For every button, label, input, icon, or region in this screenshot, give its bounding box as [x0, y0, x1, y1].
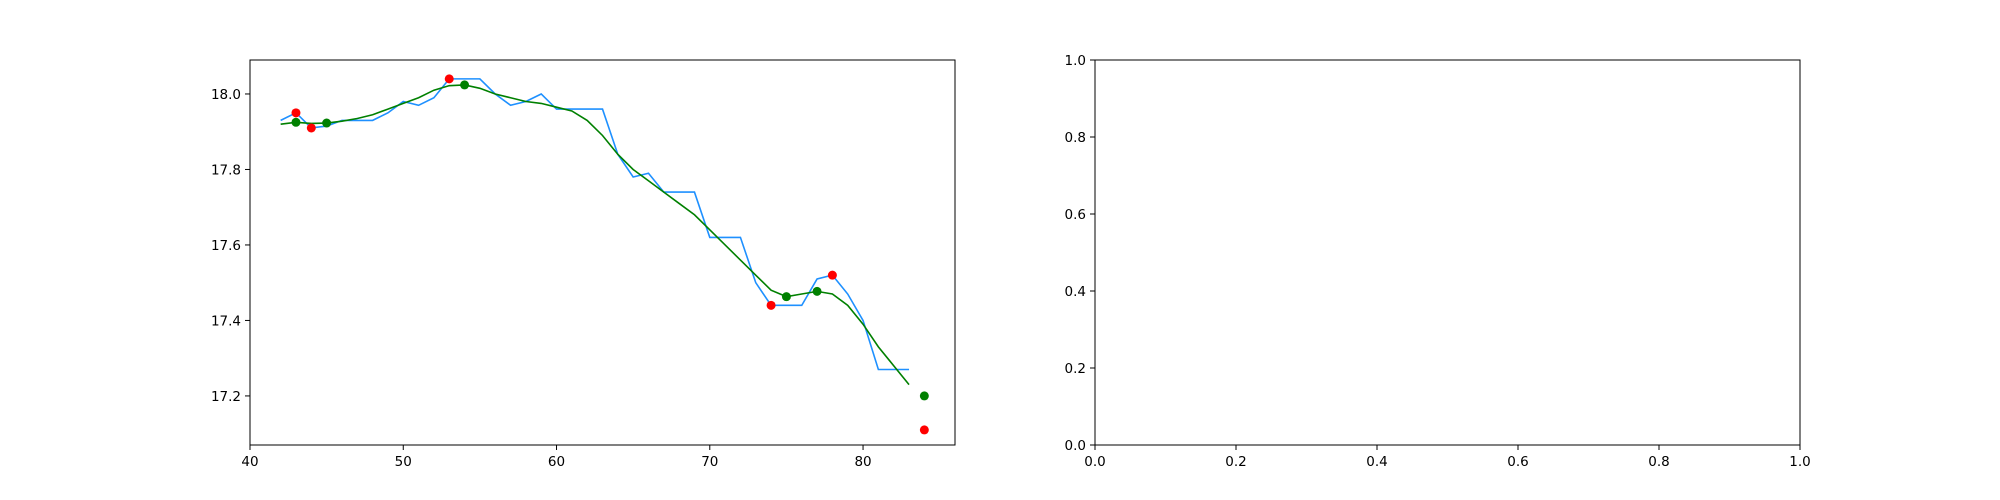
scatter-point [444, 74, 454, 84]
scatter-point [460, 80, 470, 90]
scatter-point [827, 270, 837, 280]
x-tick-label: 60 [548, 454, 565, 470]
y-tick-label: 18.0 [211, 87, 241, 103]
axes-frame [249, 59, 956, 446]
x-tick-label: 50 [395, 454, 412, 470]
y-tick-label: 0.8 [1065, 130, 1086, 146]
axes-frame [1094, 59, 1801, 446]
scatter-point [919, 425, 929, 435]
y-tick-label: 1.0 [1065, 53, 1086, 69]
x-tick-label: 0.8 [1648, 454, 1669, 470]
scatter-point [812, 286, 822, 296]
left-chart: 40 50 60 70 80 17.2 17.4 17.6 17.8 18.0 [211, 59, 956, 470]
scatter-point [306, 123, 316, 133]
x-tick-label: 0.6 [1507, 454, 1528, 470]
scatter-point [291, 108, 301, 118]
scatter-point [766, 300, 776, 310]
x-tick-label: 0.0 [1084, 454, 1105, 470]
right-chart-empty: 0.0 0.2 0.4 0.6 0.8 1.0 0.0 0.2 0.4 0.6 0.8 1.0 [1065, 53, 1811, 470]
x-tick-label: 0.2 [1225, 454, 1246, 470]
y-tick-label: 0.4 [1065, 284, 1086, 300]
y-tick-label: 17.4 [211, 313, 241, 329]
y-tick-label: 0.6 [1065, 207, 1086, 223]
x-tick-label: 1.0 [1789, 454, 1810, 470]
y-tick-label: 0.2 [1065, 361, 1086, 377]
x-tick-label: 40 [241, 454, 258, 470]
series-line-0 [280, 78, 910, 371]
series-line-1 [280, 84, 910, 386]
y-tick-label: 17.2 [211, 389, 241, 405]
scatter-point [781, 292, 791, 302]
scatter-point [919, 391, 929, 401]
y-tick-label: 17.6 [211, 238, 241, 254]
y-tick-label: 0.0 [1065, 438, 1086, 454]
x-tick-label: 80 [854, 454, 871, 470]
scatter-point [322, 118, 332, 128]
scatter-point [291, 117, 301, 127]
y-tick-label: 17.8 [211, 162, 241, 178]
x-tick-label: 70 [701, 454, 718, 470]
x-tick-label: 0.4 [1366, 454, 1387, 470]
